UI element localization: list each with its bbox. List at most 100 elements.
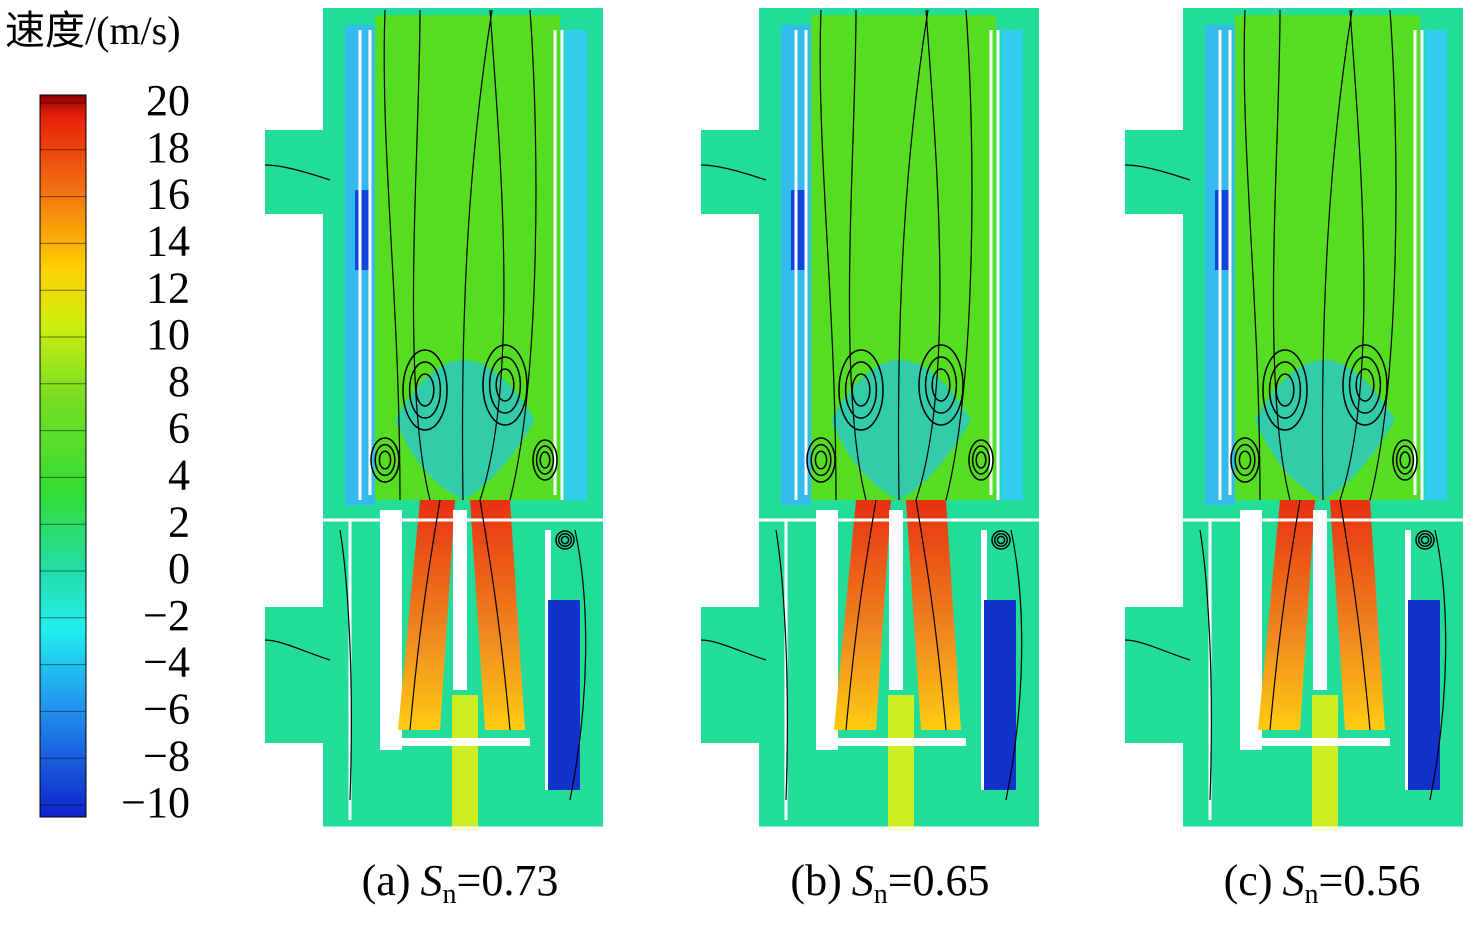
jet (398, 500, 455, 730)
fuel-pipe (452, 695, 478, 830)
caption-part: =0.65 (888, 856, 990, 905)
vortex (810, 443, 832, 477)
vortex (1355, 368, 1375, 402)
vortex (374, 443, 396, 477)
streamline (479, 9, 505, 501)
vortex (535, 445, 555, 475)
reverse-flow (1215, 190, 1229, 270)
vortex (1268, 361, 1302, 419)
caption-part: S (852, 856, 874, 905)
caption-part: n (874, 879, 888, 910)
streamline (569, 529, 587, 801)
streamline (700, 164, 767, 181)
streamline (339, 529, 352, 801)
vortex (482, 344, 528, 426)
vortex (370, 437, 400, 483)
vortex (557, 532, 573, 548)
streamline (819, 9, 837, 501)
streamline (1124, 639, 1191, 661)
fuel-pipe (1312, 695, 1338, 830)
gap (1260, 738, 1390, 746)
panel-caption: (c) Sn=0.56 (1224, 856, 1421, 910)
tick-label: 12 (146, 263, 190, 312)
colorbar (39, 94, 87, 818)
vortex (1230, 437, 1260, 483)
streamline (509, 9, 537, 501)
vortex (806, 437, 836, 483)
near-wall-region (1425, 30, 1447, 500)
vortex (918, 344, 964, 426)
streamline (897, 9, 929, 501)
fuel-pipe (888, 695, 914, 830)
streamline (1269, 499, 1301, 731)
streamline (1369, 9, 1397, 501)
tick-label: 20 (146, 76, 190, 125)
streamline (845, 499, 877, 731)
gap (889, 510, 903, 690)
inlet (701, 130, 763, 214)
flow-field (264, 8, 603, 830)
tick-label: −2 (143, 591, 190, 640)
reverse-flow (1408, 600, 1440, 790)
tick-label: −8 (143, 731, 190, 780)
vortex (1238, 450, 1252, 470)
vortex (532, 439, 558, 481)
streamline (915, 499, 947, 731)
tick-label: 10 (146, 310, 190, 359)
caption-part: S (1283, 856, 1305, 905)
gap (816, 510, 838, 750)
vortex (1275, 373, 1295, 407)
reverse-flow (791, 190, 805, 270)
tick-label: 2 (168, 497, 190, 546)
vortex (1234, 443, 1256, 477)
vortex (495, 368, 515, 402)
gap (400, 738, 530, 746)
caption-part: n (1305, 879, 1319, 910)
gap (380, 510, 402, 750)
vortex (415, 373, 435, 407)
streamline (264, 164, 331, 181)
streamline (915, 9, 941, 501)
vortex (971, 445, 991, 475)
streamline (461, 9, 493, 501)
caption-part: (c) (1224, 856, 1273, 905)
tick-label: 4 (168, 450, 190, 499)
near-wall-region (1001, 30, 1023, 500)
tick-label: 0 (168, 544, 190, 593)
gap (1240, 510, 1262, 750)
vortex (996, 535, 1006, 545)
vortex (844, 361, 878, 419)
vortex (1342, 344, 1388, 426)
streamline (264, 639, 331, 661)
vortex (560, 535, 570, 545)
vortex (991, 530, 1011, 550)
jet (1258, 500, 1315, 730)
inlet (701, 607, 763, 743)
streamline (945, 9, 973, 501)
inlet (265, 130, 327, 214)
tick-label: −4 (143, 638, 190, 687)
vortex (968, 439, 994, 481)
tick-label: 14 (146, 216, 190, 265)
streamline (409, 499, 441, 731)
flow-field (700, 8, 1039, 830)
vortex (924, 356, 958, 414)
vortex (1395, 445, 1415, 475)
vortex (378, 450, 392, 470)
vortex (408, 361, 442, 419)
caption-part: (a) (362, 856, 411, 905)
vortex (993, 532, 1009, 548)
vortex (1262, 349, 1308, 431)
reverse-flow (984, 600, 1016, 790)
inlet (265, 607, 327, 743)
flow-field (1124, 8, 1463, 830)
inlet (1125, 130, 1187, 214)
tick-label: 8 (168, 357, 190, 406)
vortex (851, 373, 871, 407)
tick-label: −6 (143, 684, 190, 733)
streamline (479, 499, 511, 731)
streamline (700, 639, 767, 661)
streamline (412, 9, 431, 501)
